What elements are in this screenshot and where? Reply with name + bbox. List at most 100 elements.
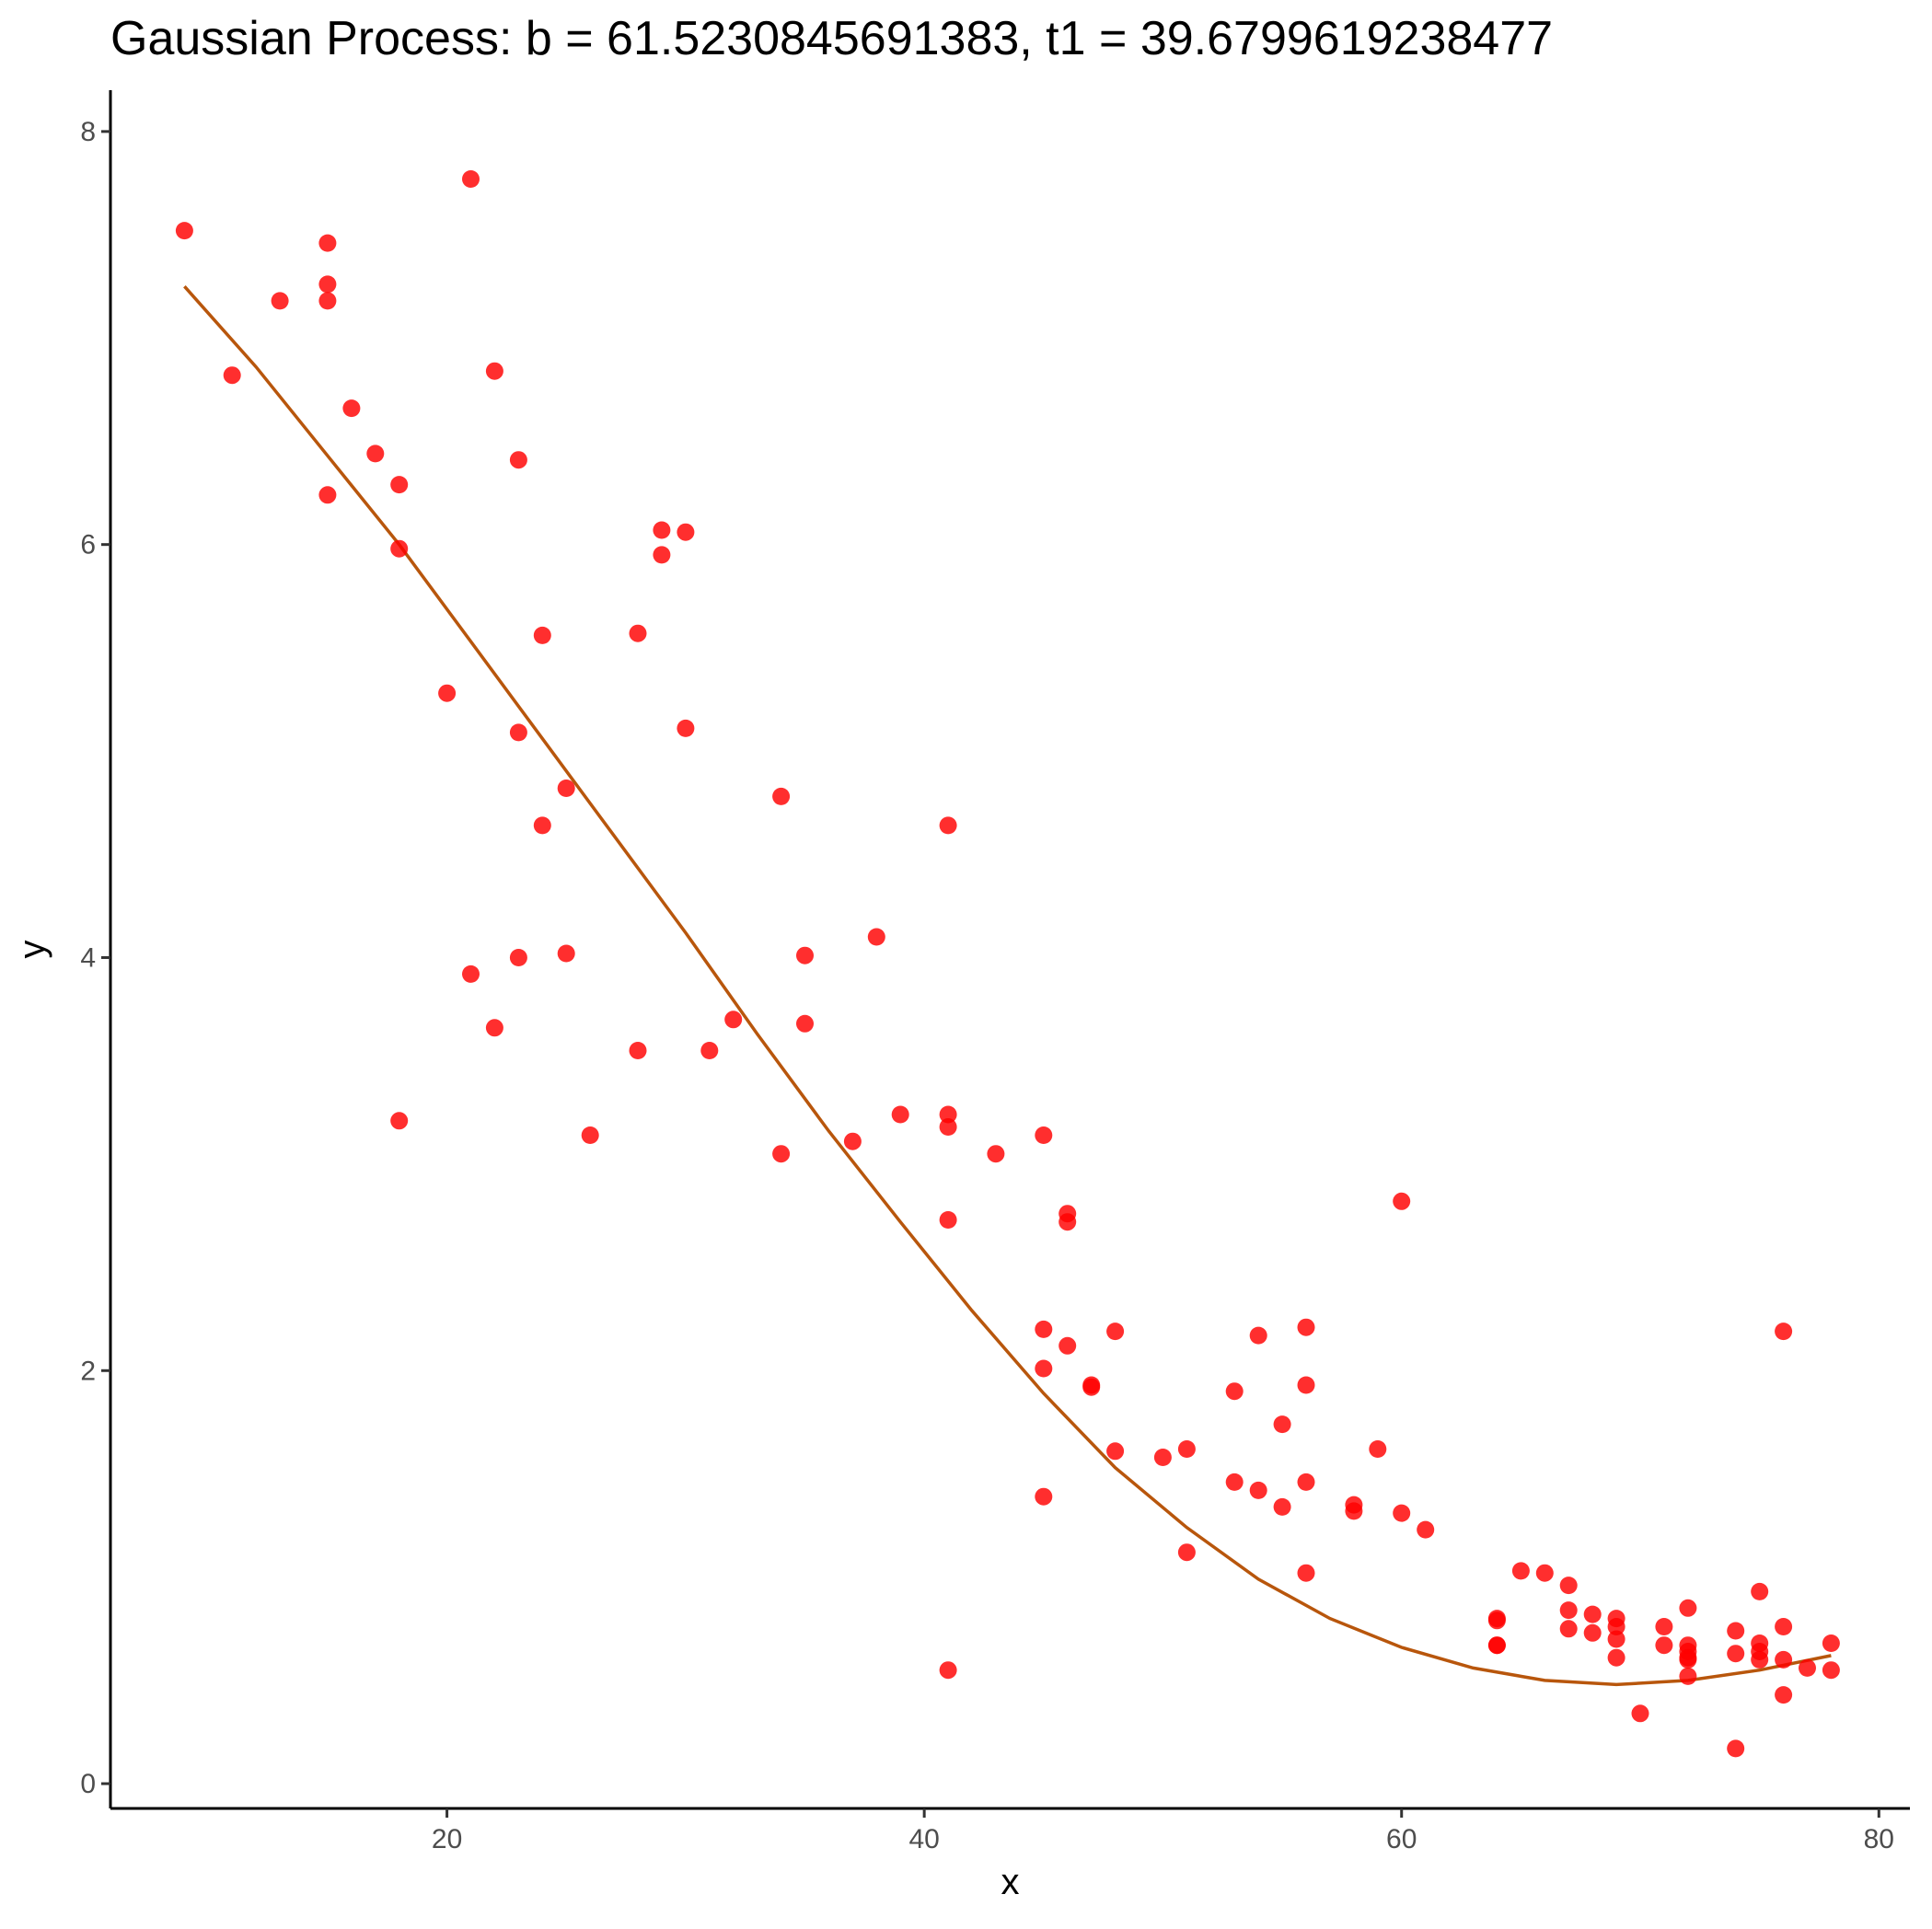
data-point xyxy=(485,1019,503,1037)
data-point xyxy=(1679,1650,1697,1669)
data-point xyxy=(533,626,551,644)
data-point xyxy=(1822,1661,1840,1680)
data-point xyxy=(1751,1650,1769,1669)
data-point xyxy=(1249,1326,1267,1345)
data-point xyxy=(1345,1502,1363,1520)
x-tick-label: 60 xyxy=(1386,1824,1417,1854)
data-point xyxy=(509,949,527,966)
data-point xyxy=(629,1042,647,1059)
chart-title: Gaussian Process: b = 61.5230845691383, … xyxy=(110,12,1554,65)
data-point xyxy=(1082,1378,1101,1396)
points-layer xyxy=(175,170,1840,1758)
data-point xyxy=(1393,1504,1411,1522)
data-point xyxy=(1655,1618,1673,1635)
data-point xyxy=(485,362,503,380)
data-point xyxy=(677,523,695,541)
data-point xyxy=(271,292,289,310)
data-point xyxy=(175,222,193,240)
data-point xyxy=(724,1011,743,1029)
data-point xyxy=(1297,1564,1315,1582)
y-tick-label: 2 xyxy=(80,1356,96,1386)
data-point xyxy=(390,476,409,494)
data-point xyxy=(509,451,527,469)
data-point xyxy=(1727,1622,1745,1640)
data-point xyxy=(1297,1318,1315,1336)
data-point xyxy=(1799,1658,1816,1677)
data-point xyxy=(1822,1634,1840,1652)
data-point xyxy=(1297,1376,1315,1394)
data-point xyxy=(390,1112,409,1130)
data-point xyxy=(796,946,814,964)
data-point xyxy=(1249,1481,1267,1499)
data-point xyxy=(1727,1739,1745,1758)
data-point xyxy=(342,399,361,418)
data-point xyxy=(796,1014,814,1033)
data-point xyxy=(1035,1126,1053,1144)
data-point xyxy=(772,1145,791,1163)
data-point xyxy=(557,944,575,963)
data-point xyxy=(1153,1449,1172,1466)
y-tick-label: 6 xyxy=(80,530,96,560)
data-point xyxy=(1059,1213,1077,1231)
data-point xyxy=(581,1126,599,1144)
data-point xyxy=(1607,1630,1625,1648)
data-point xyxy=(1607,1618,1625,1635)
data-point xyxy=(557,780,575,797)
data-point xyxy=(1035,1320,1053,1338)
data-point xyxy=(653,546,671,564)
data-point xyxy=(939,1105,957,1124)
data-point xyxy=(438,684,457,702)
x-tick-label: 80 xyxy=(1864,1824,1894,1854)
curve-layer xyxy=(183,285,1832,1687)
data-point xyxy=(629,624,647,642)
data-point xyxy=(1106,1442,1125,1461)
data-point xyxy=(223,366,241,385)
data-point xyxy=(1655,1636,1673,1655)
data-point xyxy=(1559,1577,1578,1595)
data-point xyxy=(1583,1623,1602,1642)
data-point xyxy=(1297,1473,1315,1491)
data-point xyxy=(700,1042,719,1059)
data-point xyxy=(1775,1618,1793,1635)
y-tick-label: 4 xyxy=(80,942,96,973)
data-point xyxy=(1369,1440,1387,1458)
data-point xyxy=(1035,1359,1053,1378)
fitted-curve xyxy=(183,285,1832,1687)
data-point xyxy=(462,964,480,983)
data-point xyxy=(939,816,957,835)
data-point xyxy=(843,1132,862,1150)
data-point xyxy=(318,234,337,252)
data-point xyxy=(772,787,791,805)
data-point xyxy=(1775,1323,1793,1341)
data-point xyxy=(366,445,385,463)
y-tick-label: 8 xyxy=(80,117,96,147)
data-point xyxy=(987,1145,1005,1163)
x-tick-label: 20 xyxy=(432,1824,462,1854)
y-axis-title: y xyxy=(12,941,52,959)
data-point xyxy=(1631,1704,1649,1723)
data-point xyxy=(318,486,337,504)
data-point xyxy=(891,1105,909,1124)
data-point xyxy=(939,1211,957,1229)
data-point xyxy=(939,1118,957,1136)
data-point xyxy=(1273,1497,1291,1516)
data-point xyxy=(1417,1520,1435,1539)
data-point xyxy=(1775,1650,1793,1669)
data-point xyxy=(1393,1192,1411,1210)
x-axis-title: x xyxy=(1001,1862,1020,1902)
data-point xyxy=(1177,1543,1196,1562)
data-point xyxy=(1559,1601,1578,1620)
data-point xyxy=(1679,1599,1697,1617)
data-point xyxy=(1607,1648,1625,1667)
data-point xyxy=(653,521,671,539)
data-point xyxy=(533,816,551,835)
data-point xyxy=(1679,1667,1697,1685)
data-point xyxy=(318,292,337,310)
data-point xyxy=(1487,1611,1506,1630)
data-point xyxy=(462,170,480,188)
x-tick-label: 40 xyxy=(908,1824,939,1854)
data-point xyxy=(677,719,695,737)
data-point xyxy=(1559,1620,1578,1638)
data-point xyxy=(1225,1473,1244,1491)
